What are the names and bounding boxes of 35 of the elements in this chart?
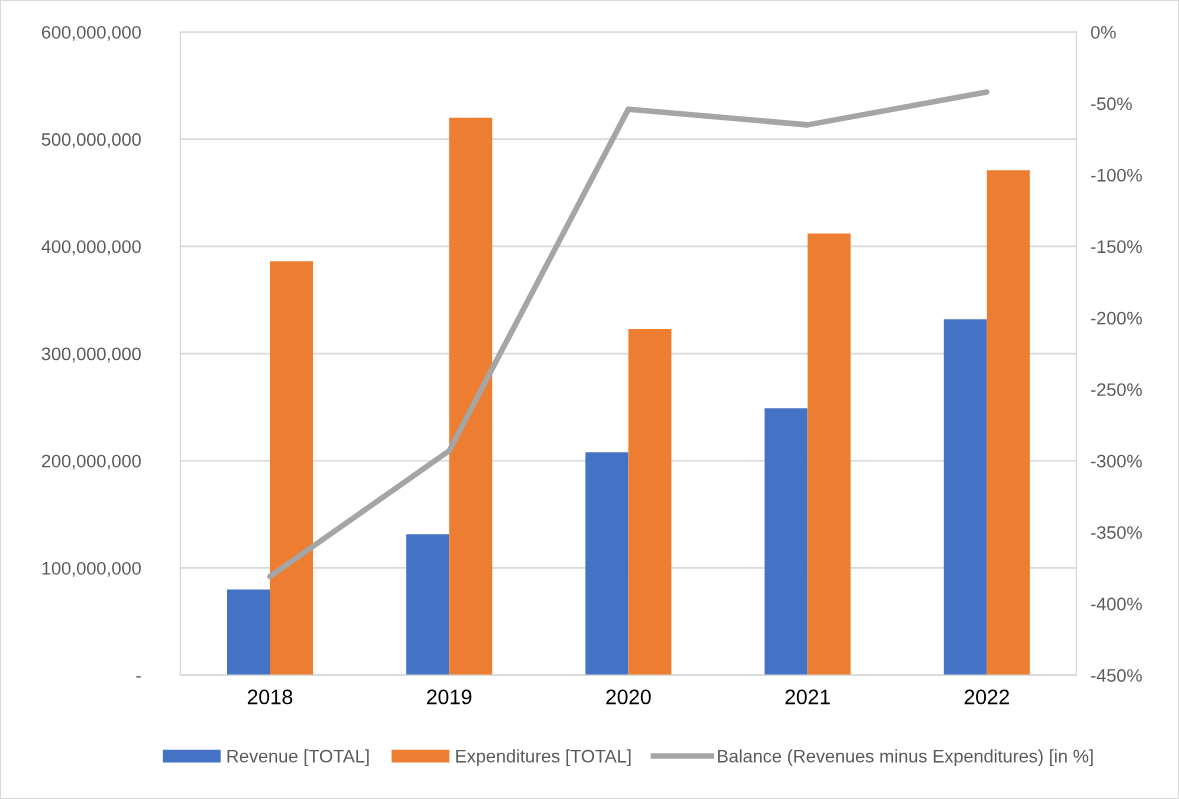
y2-tick-label: -450% <box>1091 669 1142 682</box>
y2-tick-label: -350% <box>1091 526 1142 539</box>
y2-tick-label: -250% <box>1091 383 1142 397</box>
bar <box>226 589 270 676</box>
y2-tick-label: -100% <box>1091 168 1142 182</box>
y2-tick-label: -200% <box>1091 311 1142 325</box>
y-tick-label: 300,000,000 <box>41 347 141 363</box>
y2-tick-label: -400% <box>1091 597 1142 611</box>
y-tick-label: 400,000,000 <box>41 240 141 256</box>
x-tick-label: 2020 <box>606 689 651 705</box>
bar <box>449 117 493 676</box>
y2-tick-label: -150% <box>1091 240 1142 254</box>
y-tick-label: 500,000,000 <box>41 133 141 149</box>
bar <box>807 233 851 676</box>
bar <box>406 534 450 676</box>
x-tick-label: 2022 <box>964 689 1009 705</box>
y2-tick-label: 0% <box>1091 25 1116 39</box>
x-tick-label: 2019 <box>427 689 472 705</box>
bar <box>628 328 672 676</box>
y-tick-label: 600,000,000 <box>42 25 141 41</box>
bar <box>585 452 629 676</box>
y-tick-label: 100,000,000 <box>42 561 141 577</box>
bar <box>269 261 313 676</box>
y-tick-label: - <box>136 676 141 678</box>
y-tick-label: 200,000,000 <box>42 454 141 470</box>
legend-label: Revenue [TOTAL] <box>227 749 369 767</box>
y2-tick-label: -50% <box>1091 97 1132 111</box>
legend-label: Expenditures [TOTAL] <box>456 749 631 767</box>
bar <box>943 319 987 676</box>
legend-label: Balance (Revenues minus Expenditures) [in %] <box>718 749 1093 767</box>
x-tick-label: 2018 <box>247 689 293 705</box>
bar <box>986 170 1030 676</box>
x-tick-label: 2021 <box>785 689 830 705</box>
bar <box>764 408 808 676</box>
y2-tick-label: -300% <box>1091 454 1142 468</box>
